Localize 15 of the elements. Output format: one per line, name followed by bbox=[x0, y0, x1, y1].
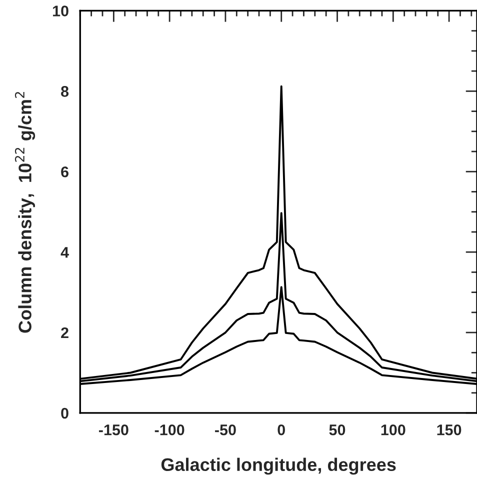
y-tick-label: 6 bbox=[61, 166, 68, 178]
x-tick-label: -100 bbox=[154, 424, 184, 436]
x-tick-label: 100 bbox=[381, 424, 406, 436]
y-tick-label: 8 bbox=[61, 86, 69, 97]
x-tick-label: 0 bbox=[278, 424, 285, 436]
y-tick-label: 2 bbox=[61, 327, 68, 338]
y-tick-label: 0 bbox=[61, 408, 68, 419]
x-tick-label: -150 bbox=[98, 424, 128, 436]
x-axis-title: Galactic longitude, degrees bbox=[161, 458, 396, 475]
y-axis-title: Column density, 10$^{22}$ g/cm$^{2}$ bbox=[14, 92, 36, 333]
y-tick-label: 10 bbox=[52, 6, 68, 16]
y-tick-label: 4 bbox=[60, 247, 69, 258]
x-tick-label: 150 bbox=[437, 424, 462, 436]
x-tick-label: -50 bbox=[215, 424, 236, 436]
x-tick-label: 50 bbox=[329, 424, 346, 436]
